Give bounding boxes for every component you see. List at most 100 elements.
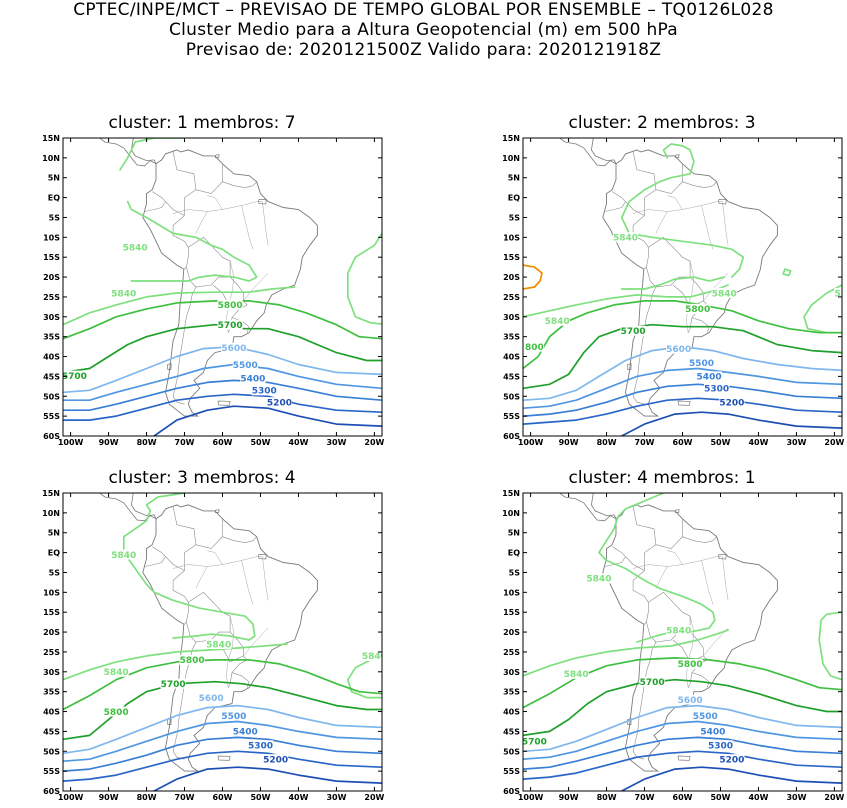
contour-label: 5200 — [263, 756, 288, 766]
latitude-tick-label: 35S — [43, 688, 60, 697]
contour-5840 — [63, 643, 288, 681]
country-border — [632, 506, 657, 571]
panel-title: cluster: 1 membros: 7 — [108, 113, 296, 133]
island — [258, 554, 267, 560]
contour-label: 5840 — [111, 551, 136, 561]
contour-label: 5840 — [123, 244, 148, 254]
country-border — [632, 215, 649, 271]
longitude-tick-label: 30W — [326, 793, 346, 802]
latitude-tick-label: 15S — [503, 608, 520, 617]
longitude-tick-label: 60W — [673, 438, 693, 447]
river — [207, 195, 223, 210]
contour-label: 5500 — [233, 361, 258, 371]
country-border — [227, 672, 233, 688]
contour-5840 — [818, 611, 842, 681]
contour-5840 — [346, 232, 382, 325]
contour-5700 — [63, 323, 382, 374]
latitude-tick-label: 10S — [43, 233, 60, 242]
header-line-2: Cluster Medio para a Altura Geopotencial… — [168, 20, 679, 40]
longitude-tick-label: 30W — [326, 438, 346, 447]
contour-label-bg — [719, 397, 745, 408]
contour-label: 5500 — [221, 712, 246, 722]
header-line-3: Previsao de: 2020121500Z Valido para: 20… — [185, 40, 662, 60]
contour-label: 5700 — [218, 321, 243, 331]
latitude-tick-label: 20S — [43, 628, 60, 637]
longitude-tick-label: 50W — [710, 438, 730, 447]
contour-label: 5840 — [666, 626, 691, 636]
contour-label: 5200 — [267, 399, 292, 409]
map-panel-cluster-2: cluster: 2 membros: 3 5840 5840 5840 584 580… — [482, 113, 847, 453]
contour-5500 — [523, 367, 842, 410]
country-border — [612, 546, 645, 571]
contour-label-bg — [232, 359, 258, 370]
island — [214, 509, 220, 513]
contour-label-bg — [179, 654, 205, 665]
latitude-tick-label: 5S — [509, 568, 521, 577]
country-border — [152, 546, 185, 571]
latitude-tick-label: 40S — [503, 708, 520, 717]
river — [722, 556, 729, 601]
country-border — [172, 570, 189, 626]
contour-label: 5840 — [111, 289, 136, 299]
contour-5300 — [63, 750, 382, 782]
latitude-tick-label: 5N — [48, 174, 60, 183]
river — [207, 550, 223, 565]
map-frame — [522, 492, 843, 792]
longitude-tick-label: 100W — [58, 438, 84, 447]
longitude-tick-label: 50W — [250, 438, 270, 447]
contour-label: 5600 — [199, 694, 224, 704]
contour-label-bg — [666, 625, 692, 636]
river — [667, 550, 683, 565]
contour-label: 5700 — [621, 327, 646, 337]
contour-5200 — [620, 766, 842, 791]
longitude-tick-label: 40W — [288, 438, 308, 447]
coastline — [108, 493, 157, 519]
latitude-tick-label: EQ — [48, 549, 60, 558]
country-border — [646, 236, 691, 288]
panel-title: cluster: 2 membros: 3 — [568, 113, 756, 133]
latitude-tick-label: 25S — [503, 648, 520, 657]
river — [241, 560, 254, 605]
contour-5300 — [523, 750, 842, 780]
map-panel-cluster-1: cluster: 1 membros: 7 5840 5840 5800 5700 57… — [22, 113, 422, 453]
contour-label: 5800 — [104, 708, 129, 718]
contour-5500 — [63, 363, 382, 402]
latitude-tick-label: 15N — [502, 134, 520, 143]
latitude-tick-label: 50S — [503, 747, 520, 756]
longitude-tick-label: 40W — [748, 793, 768, 802]
contour-label-bg — [704, 383, 730, 394]
longitude-tick-label: 70W — [635, 438, 655, 447]
contour-label: 5840 — [104, 668, 129, 678]
coastline — [602, 504, 778, 772]
river — [173, 201, 263, 214]
river — [667, 195, 683, 210]
longitude-tick-label: 20W — [364, 793, 384, 802]
contour-label: 5840 — [613, 234, 638, 244]
contour-5200 — [153, 405, 382, 436]
map-svg: 5840 5840 5800 5700 5700 5600 5500 5400 5300 5200… — [42, 134, 384, 447]
island — [167, 363, 172, 370]
river — [262, 201, 269, 246]
latitude-tick-label: EQ — [508, 194, 520, 203]
latitude-tick-label: 60S — [503, 432, 520, 441]
contour-label: 5400 — [240, 375, 265, 385]
longitude-tick-label: 40W — [288, 793, 308, 802]
latitude-tick-label: 5S — [49, 568, 61, 577]
contour-label-bg — [240, 373, 266, 384]
contour-label: 5400 — [697, 373, 722, 383]
latitude-tick-label: 45S — [43, 372, 60, 381]
country-border — [604, 201, 626, 212]
contour-label: 5300 — [248, 742, 273, 752]
latitude-tick-label: 30S — [503, 668, 520, 677]
country-border — [687, 317, 693, 333]
contour-label: 5840 — [712, 289, 737, 299]
latitude-tick-label: 25S — [503, 293, 520, 302]
coastline — [142, 149, 318, 417]
contour-label-bg — [523, 736, 547, 747]
header-line-1: CPTEC/INPE/MCT – PREVISAO DE TEMPO GLOBA… — [73, 0, 774, 20]
contour-label-bg — [677, 694, 703, 705]
contour-label-bg — [247, 740, 274, 751]
longitude-tick-label: 90W — [99, 438, 119, 447]
latitude-tick-label: 30S — [43, 668, 60, 677]
contour-label-bg — [63, 370, 87, 381]
